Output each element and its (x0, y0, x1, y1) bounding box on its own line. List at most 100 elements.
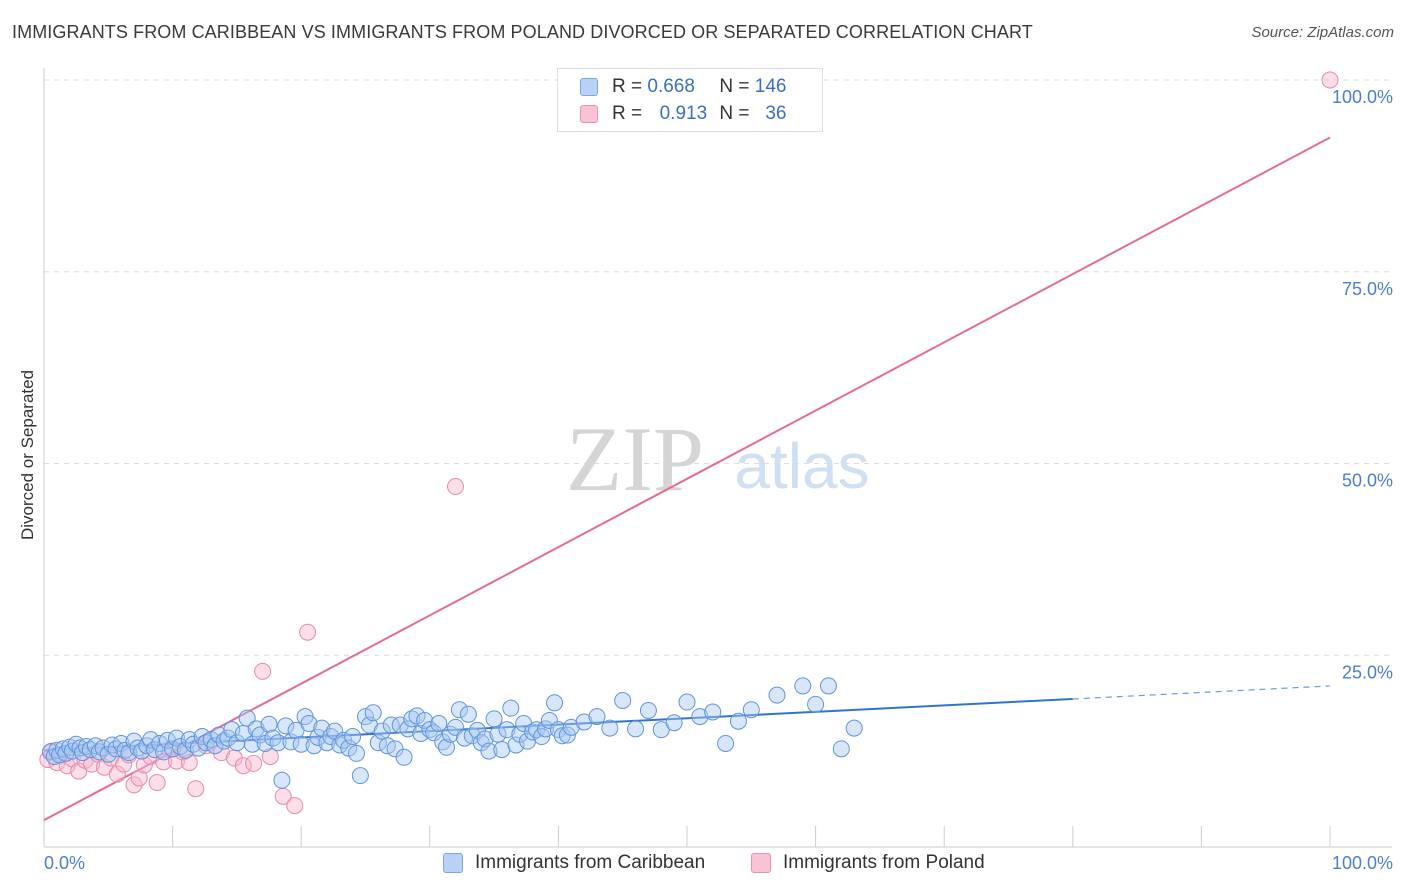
point-caribbean (575, 713, 593, 731)
point-poland (125, 776, 143, 794)
point-poland (130, 769, 148, 787)
point-caribbean (819, 677, 837, 695)
watermark-atlas: atlas (734, 430, 869, 502)
chart-title: IMMIGRANTS FROM CARIBBEAN VS IMMIGRANTS … (12, 22, 1033, 42)
tick-labels: 100.0% 75.0% 50.0% 25.0% 0.0% 100.0% (44, 87, 1393, 873)
legend-n-label: N = (719, 76, 750, 97)
point-poland (254, 662, 272, 680)
bottom-legend-label-caribbean: Immigrants from Caribbean (475, 852, 706, 873)
point-poland (83, 755, 101, 773)
point-caribbean (300, 715, 318, 733)
point-caribbean (459, 705, 477, 723)
data-points (39, 71, 1339, 815)
point-caribbean (450, 701, 468, 719)
bottom-legend-swatch-caribbean (443, 853, 463, 873)
legend-n-value-poland: 36 (765, 103, 787, 124)
point-poland (148, 774, 166, 792)
axes (43, 68, 1392, 848)
point-caribbean (425, 724, 443, 742)
point-caribbean (260, 715, 278, 733)
legend-r-value-poland: 0.913 (659, 103, 708, 124)
point-caribbean (533, 728, 551, 746)
point-caribbean (717, 734, 735, 752)
point-caribbean (264, 729, 282, 747)
point-caribbean (430, 715, 448, 733)
point-caribbean (438, 738, 456, 756)
point-caribbean (485, 710, 503, 728)
point-poland (234, 757, 252, 775)
gridlines (44, 79, 1392, 656)
point-caribbean (546, 694, 564, 712)
point-caribbean (665, 714, 683, 732)
trendlines (43, 136, 1331, 822)
y-tick-label: 25.0% (1342, 662, 1393, 682)
point-caribbean (197, 734, 215, 752)
point-caribbean (357, 708, 374, 726)
legend-n-value-caribbean: 146 (754, 76, 787, 97)
point-caribbean (142, 731, 160, 749)
correlation-legend: R = 0.668 N = 146 R = 0.913 N = 36 (557, 68, 823, 132)
point-caribbean (502, 699, 520, 717)
point-caribbean (678, 693, 696, 711)
point-caribbean (441, 725, 459, 743)
point-caribbean (558, 726, 576, 744)
bottom-legend-poland: Immigrants from Poland (751, 852, 985, 874)
point-caribbean (845, 719, 863, 737)
point-caribbean (794, 677, 812, 695)
point-caribbean (309, 728, 327, 746)
point-caribbean (807, 695, 825, 713)
legend-swatch-poland (580, 105, 598, 123)
point-caribbean (219, 729, 237, 747)
point-caribbean (351, 767, 369, 785)
point-caribbean (167, 729, 185, 747)
legend-r-label: R = (612, 103, 643, 124)
trendline-caribbean-extrapolated (1072, 685, 1331, 700)
point-caribbean (528, 721, 546, 739)
point-poland (187, 780, 205, 798)
point-caribbean (206, 737, 224, 755)
point-caribbean (344, 728, 362, 746)
legend-swatch-caribbean (580, 78, 598, 96)
y-tick-label: 100.0% (1332, 87, 1393, 107)
point-caribbean (614, 692, 632, 710)
point-caribbean (273, 771, 291, 789)
legend-r-value-caribbean: 0.668 (647, 76, 695, 97)
point-caribbean (382, 716, 400, 734)
point-caribbean (412, 724, 430, 742)
point-poland (286, 797, 304, 815)
point-caribbean (48, 741, 66, 759)
bottom-legend-swatch-poland (751, 853, 771, 873)
y-tick-label: 75.0% (1342, 279, 1393, 299)
point-caribbean (305, 737, 323, 755)
point-caribbean (364, 704, 382, 722)
point-poland (1321, 71, 1339, 89)
trendline-poland (43, 136, 1331, 822)
source-label: Source: ZipAtlas.com (1251, 24, 1394, 41)
point-caribbean (403, 710, 421, 728)
point-caribbean (498, 721, 516, 739)
point-caribbean (133, 742, 151, 760)
x-tick-label-min: 0.0% (44, 853, 85, 873)
point-caribbean (691, 708, 709, 726)
point-caribbean (627, 720, 645, 738)
point-poland (108, 765, 126, 783)
x-tick-label-max: 100.0% (1332, 853, 1393, 873)
bottom-legend-label-poland: Immigrants from Poland (783, 852, 985, 873)
point-caribbean (480, 742, 498, 760)
point-caribbean (292, 735, 310, 753)
point-caribbean (537, 720, 555, 738)
point-caribbean (107, 740, 125, 758)
point-caribbean (742, 701, 760, 719)
point-caribbean (639, 701, 657, 719)
point-caribbean (399, 720, 417, 738)
point-poland (261, 747, 279, 765)
point-caribbean (277, 717, 295, 735)
bottom-legend-caribbean: Immigrants from Caribbean (443, 852, 705, 874)
watermark-zip: ZIP (566, 408, 704, 510)
point-poland (135, 756, 153, 774)
point-caribbean (588, 708, 606, 726)
point-caribbean (347, 744, 365, 762)
point-poland (447, 478, 465, 496)
legend-n-label: N = (719, 103, 750, 124)
